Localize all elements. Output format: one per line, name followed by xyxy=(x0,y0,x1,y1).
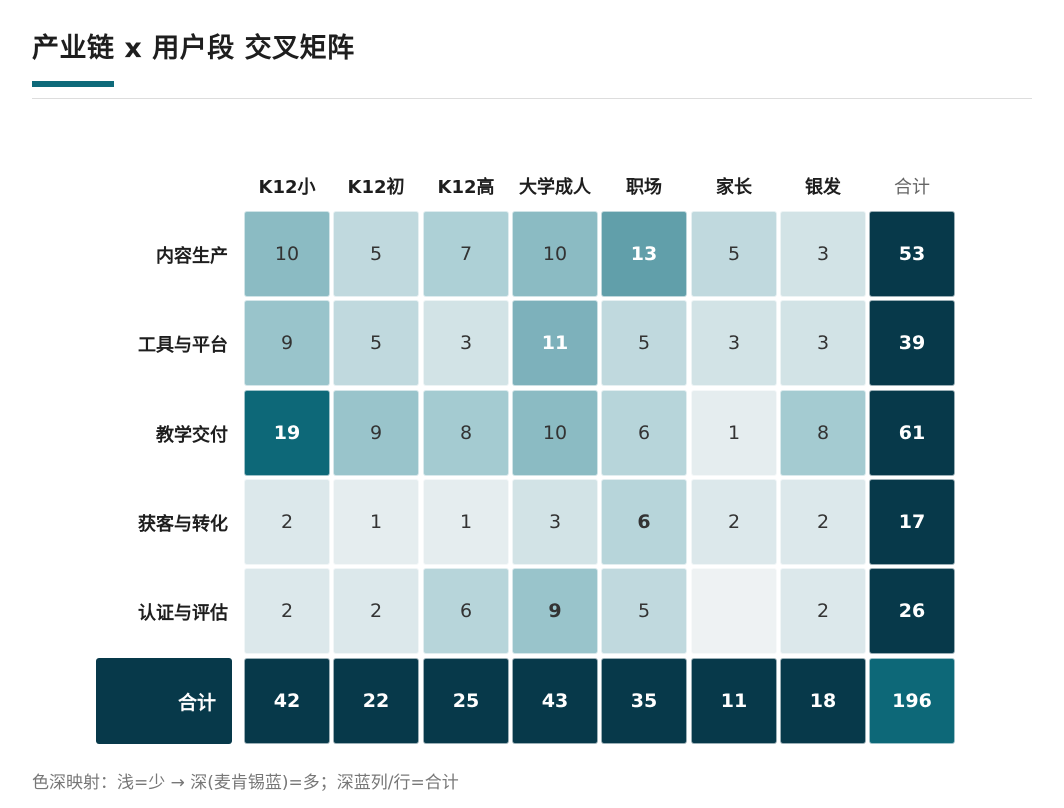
heatmap-cell: 6 xyxy=(601,390,687,476)
heatmap-cell: 5 xyxy=(333,211,419,297)
heatmap-cell: 19 xyxy=(244,390,330,476)
column-header: 家长 xyxy=(716,177,752,198)
heatmap-cell: 1 xyxy=(423,479,509,565)
column-total-cell: 25 xyxy=(423,658,509,744)
heatmap-cell: 11 xyxy=(512,300,598,386)
heatmap-cell: 10 xyxy=(244,211,330,297)
column-header: K12高 xyxy=(437,177,495,198)
heatmap-cell: 6 xyxy=(601,479,687,565)
title-accent-bar xyxy=(32,81,114,87)
heatmap-cell: 3 xyxy=(780,211,866,297)
row-total-cell: 39 xyxy=(869,300,955,386)
column-header: 银发 xyxy=(805,177,841,198)
row-header: 获客与转化 xyxy=(138,514,228,535)
row-header: 工具与平台 xyxy=(138,335,228,356)
row-header: 认证与评估 xyxy=(138,603,228,624)
row-header-total: 合计 xyxy=(96,658,232,744)
heatmap-cell: 13 xyxy=(601,211,687,297)
column-header: 职场 xyxy=(626,177,662,198)
row-header: 教学交付 xyxy=(156,425,228,446)
heatmap-cell: 1 xyxy=(333,479,419,565)
heatmap-cell: 7 xyxy=(423,211,509,297)
heatmap-cell: 6 xyxy=(423,568,509,654)
page-title: 产业链 x 用户段 交叉矩阵 xyxy=(32,33,355,64)
column-total-cell: 18 xyxy=(780,658,866,744)
color-legend-note: 色深映射：浅=少 → 深(麦肯锡蓝)=多；深蓝列/行=合计 xyxy=(32,773,459,793)
heatmap-cell: 2 xyxy=(780,479,866,565)
heatmap-cell: 2 xyxy=(780,568,866,654)
column-total-cell: 43 xyxy=(512,658,598,744)
heatmap-cell: 5 xyxy=(601,568,687,654)
column-header: 大学成人 xyxy=(519,177,591,198)
column-total-cell: 35 xyxy=(601,658,687,744)
column-total-cell: 11 xyxy=(691,658,777,744)
heatmap-cell: 3 xyxy=(512,479,598,565)
row-total-cell: 53 xyxy=(869,211,955,297)
column-total-cell: 22 xyxy=(333,658,419,744)
row-total-cell: 61 xyxy=(869,390,955,476)
heatmap-cell: 2 xyxy=(244,568,330,654)
heatmap-cell: 2 xyxy=(244,479,330,565)
row-total-cell: 26 xyxy=(869,568,955,654)
heatmap-cell: 10 xyxy=(512,211,598,297)
heatmap-cell: 3 xyxy=(691,300,777,386)
heatmap-cell: 3 xyxy=(423,300,509,386)
heatmap-cell: 9 xyxy=(333,390,419,476)
heatmap-cell: 5 xyxy=(333,300,419,386)
row-header: 内容生产 xyxy=(156,246,228,267)
heatmap-cell: 2 xyxy=(691,479,777,565)
heatmap-cell: 8 xyxy=(423,390,509,476)
heatmap-cell: 5 xyxy=(601,300,687,386)
heatmap-cell: 9 xyxy=(512,568,598,654)
title-divider xyxy=(32,98,1032,99)
column-total-cell: 42 xyxy=(244,658,330,744)
column-header: K12小 xyxy=(258,177,316,198)
heatmap-cell: 8 xyxy=(780,390,866,476)
heatmap-cell: 9 xyxy=(244,300,330,386)
row-total-cell: 17 xyxy=(869,479,955,565)
column-header-total: 合计 xyxy=(894,177,930,198)
heatmap-cell: 3 xyxy=(780,300,866,386)
heatmap-cell xyxy=(691,568,777,654)
column-header: K12初 xyxy=(347,177,405,198)
heatmap-cell: 2 xyxy=(333,568,419,654)
heatmap-cell: 1 xyxy=(691,390,777,476)
heatmap-cell: 5 xyxy=(691,211,777,297)
heatmap-cell: 10 xyxy=(512,390,598,476)
grand-total-cell: 196 xyxy=(869,658,955,744)
